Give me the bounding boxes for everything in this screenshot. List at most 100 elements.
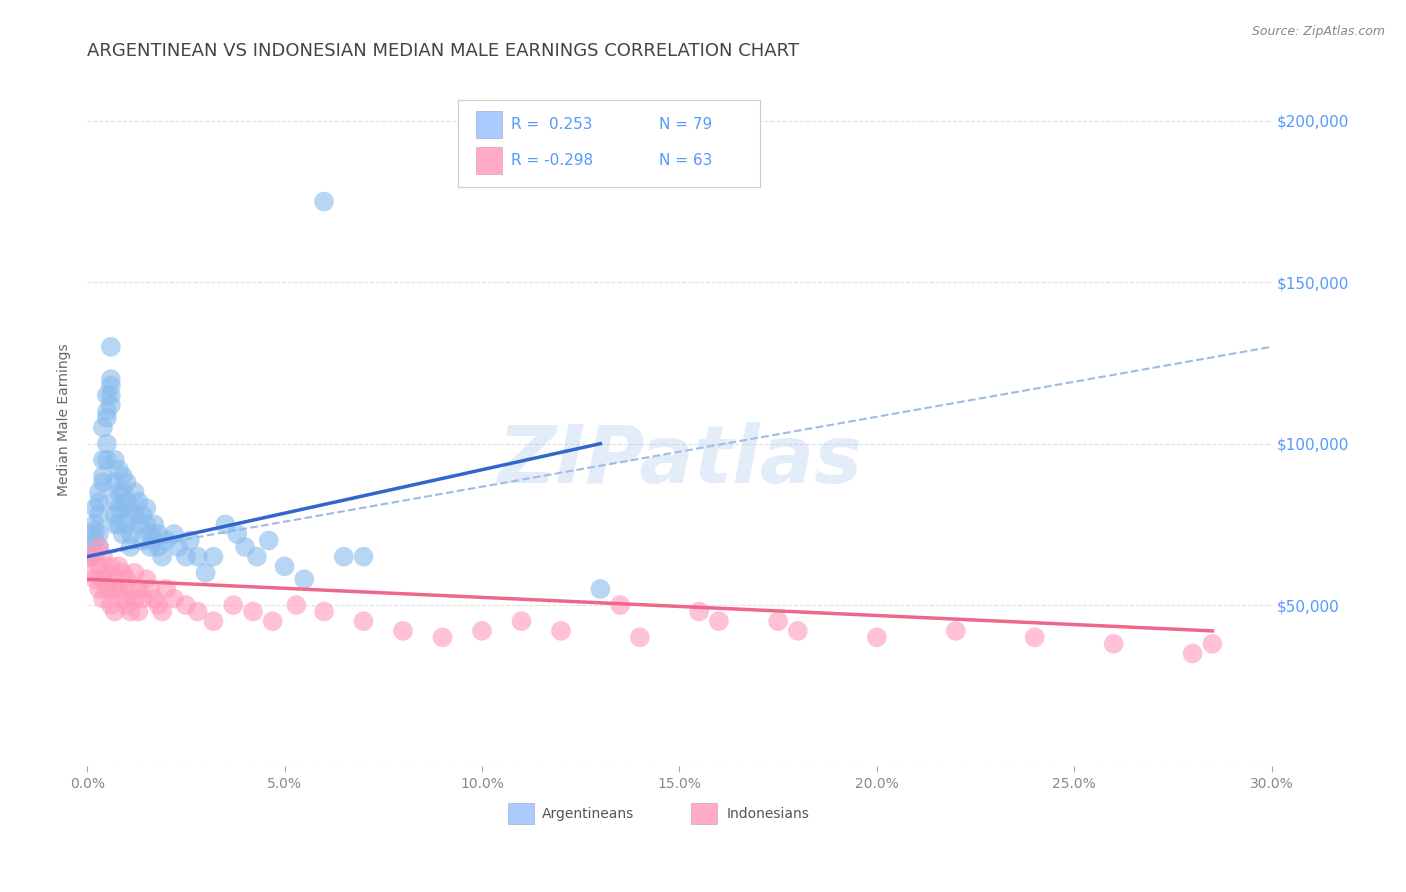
- Point: [127, 517, 149, 532]
- Point: [84, 549, 107, 564]
- Point: [866, 631, 889, 645]
- Point: [135, 501, 157, 516]
- Point: [96, 582, 118, 596]
- Point: [111, 485, 134, 500]
- Point: [187, 549, 209, 564]
- Point: [550, 624, 572, 638]
- Point: [392, 624, 415, 638]
- Bar: [508, 804, 534, 824]
- Point: [84, 572, 107, 586]
- Point: [471, 624, 494, 638]
- Point: [115, 572, 138, 586]
- Point: [1181, 647, 1204, 661]
- Point: [246, 549, 269, 564]
- Point: [111, 591, 134, 606]
- Point: [222, 598, 245, 612]
- Bar: [692, 804, 717, 824]
- Point: [111, 527, 134, 541]
- Point: [148, 527, 170, 541]
- Point: [100, 598, 122, 612]
- Point: [87, 495, 110, 509]
- Point: [91, 475, 114, 490]
- Point: [242, 605, 264, 619]
- Point: [84, 533, 107, 548]
- Point: [143, 591, 166, 606]
- Text: Source: ZipAtlas.com: Source: ZipAtlas.com: [1251, 25, 1385, 38]
- Point: [120, 501, 142, 516]
- Point: [131, 508, 153, 522]
- Point: [609, 598, 631, 612]
- Point: [91, 452, 114, 467]
- Point: [107, 582, 129, 596]
- Point: [96, 566, 118, 580]
- Point: [100, 559, 122, 574]
- Point: [107, 517, 129, 532]
- Point: [87, 508, 110, 522]
- Point: [273, 559, 295, 574]
- Point: [312, 605, 335, 619]
- Point: [131, 533, 153, 548]
- Point: [257, 533, 280, 548]
- Point: [87, 582, 110, 596]
- Point: [135, 517, 157, 532]
- Point: [120, 540, 142, 554]
- Point: [143, 517, 166, 532]
- Point: [589, 582, 612, 596]
- Point: [226, 527, 249, 541]
- Point: [87, 559, 110, 574]
- Text: R = -0.298: R = -0.298: [512, 153, 593, 168]
- Text: Argentineans: Argentineans: [541, 806, 634, 821]
- Point: [115, 598, 138, 612]
- Point: [148, 540, 170, 554]
- Y-axis label: Median Male Earnings: Median Male Earnings: [58, 343, 72, 496]
- Point: [84, 524, 107, 538]
- Point: [91, 591, 114, 606]
- Text: ZIPatlas: ZIPatlas: [496, 422, 862, 500]
- Point: [84, 501, 107, 516]
- Point: [155, 533, 177, 548]
- Point: [179, 533, 201, 548]
- Point: [80, 549, 103, 564]
- Point: [786, 624, 808, 638]
- Point: [135, 572, 157, 586]
- Point: [124, 591, 146, 606]
- Point: [120, 605, 142, 619]
- Point: [139, 540, 162, 554]
- Point: [104, 582, 127, 596]
- Point: [1024, 631, 1046, 645]
- Point: [87, 485, 110, 500]
- Point: [292, 572, 315, 586]
- Point: [91, 572, 114, 586]
- Point: [115, 517, 138, 532]
- Point: [96, 404, 118, 418]
- Point: [80, 540, 103, 554]
- Point: [510, 614, 533, 628]
- FancyBboxPatch shape: [458, 100, 759, 187]
- Point: [115, 475, 138, 490]
- Point: [131, 591, 153, 606]
- Point: [148, 598, 170, 612]
- Point: [107, 559, 129, 574]
- Point: [87, 527, 110, 541]
- Point: [139, 582, 162, 596]
- Point: [87, 540, 110, 554]
- Point: [104, 452, 127, 467]
- Text: R =  0.253: R = 0.253: [512, 117, 593, 132]
- Point: [262, 614, 284, 628]
- Text: ARGENTINEAN VS INDONESIAN MEDIAN MALE EARNINGS CORRELATION CHART: ARGENTINEAN VS INDONESIAN MEDIAN MALE EA…: [87, 42, 799, 60]
- Point: [163, 591, 186, 606]
- Point: [150, 605, 173, 619]
- Point: [115, 495, 138, 509]
- Point: [104, 495, 127, 509]
- Point: [100, 378, 122, 392]
- Point: [174, 549, 197, 564]
- Point: [628, 631, 651, 645]
- Point: [202, 549, 225, 564]
- Point: [100, 340, 122, 354]
- Point: [139, 527, 162, 541]
- Point: [707, 614, 730, 628]
- Point: [233, 540, 256, 554]
- Point: [107, 462, 129, 476]
- Text: N = 63: N = 63: [659, 153, 713, 168]
- Point: [96, 410, 118, 425]
